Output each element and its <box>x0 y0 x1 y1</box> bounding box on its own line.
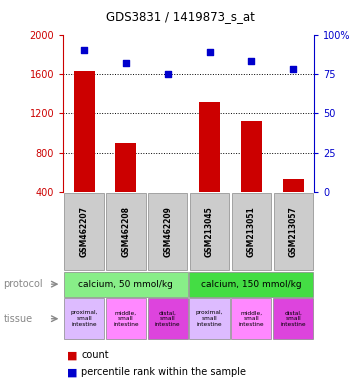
Point <box>123 60 129 66</box>
Point <box>206 49 212 55</box>
Text: GSM213057: GSM213057 <box>289 206 298 257</box>
Point <box>81 47 87 53</box>
Bar <box>64 272 188 296</box>
Bar <box>148 193 187 270</box>
Bar <box>274 193 313 270</box>
Bar <box>74 71 95 231</box>
Text: GSM213045: GSM213045 <box>205 206 214 257</box>
Text: ■: ■ <box>67 367 77 377</box>
Point <box>165 71 171 77</box>
Text: calcium, 150 mmol/kg: calcium, 150 mmol/kg <box>201 280 302 289</box>
Point <box>248 58 254 65</box>
Text: percentile rank within the sample: percentile rank within the sample <box>81 367 246 377</box>
Text: middle,
small
intestine: middle, small intestine <box>113 310 139 327</box>
Text: tissue: tissue <box>4 314 33 324</box>
Bar <box>106 193 145 270</box>
Bar <box>190 298 230 339</box>
Text: distal,
small
intestine: distal, small intestine <box>280 310 306 327</box>
Bar <box>283 179 304 231</box>
Bar <box>232 193 271 270</box>
Bar <box>157 194 178 231</box>
Point <box>290 66 296 72</box>
Text: GSM462209: GSM462209 <box>163 206 172 257</box>
Bar <box>273 298 313 339</box>
Text: proximal,
small
intestine: proximal, small intestine <box>196 310 223 327</box>
Bar <box>199 103 220 231</box>
Bar <box>231 298 271 339</box>
Bar <box>116 143 136 231</box>
Text: distal,
small
intestine: distal, small intestine <box>155 310 180 327</box>
Text: proximal,
small
intestine: proximal, small intestine <box>70 310 98 327</box>
Text: GSM213051: GSM213051 <box>247 206 256 257</box>
Text: GDS3831 / 1419873_s_at: GDS3831 / 1419873_s_at <box>106 10 255 23</box>
Bar <box>64 193 104 270</box>
Text: ■: ■ <box>67 350 77 360</box>
Bar <box>64 298 104 339</box>
Text: count: count <box>81 350 109 360</box>
Text: calcium, 50 mmol/kg: calcium, 50 mmol/kg <box>78 280 173 289</box>
Bar <box>241 121 262 231</box>
Text: protocol: protocol <box>4 279 43 289</box>
Bar <box>148 298 188 339</box>
Bar <box>190 193 229 270</box>
Text: GSM462207: GSM462207 <box>79 206 88 257</box>
Bar <box>190 272 313 296</box>
Text: middle,
small
intestine: middle, small intestine <box>239 310 264 327</box>
Bar <box>106 298 146 339</box>
Text: GSM462208: GSM462208 <box>121 206 130 257</box>
